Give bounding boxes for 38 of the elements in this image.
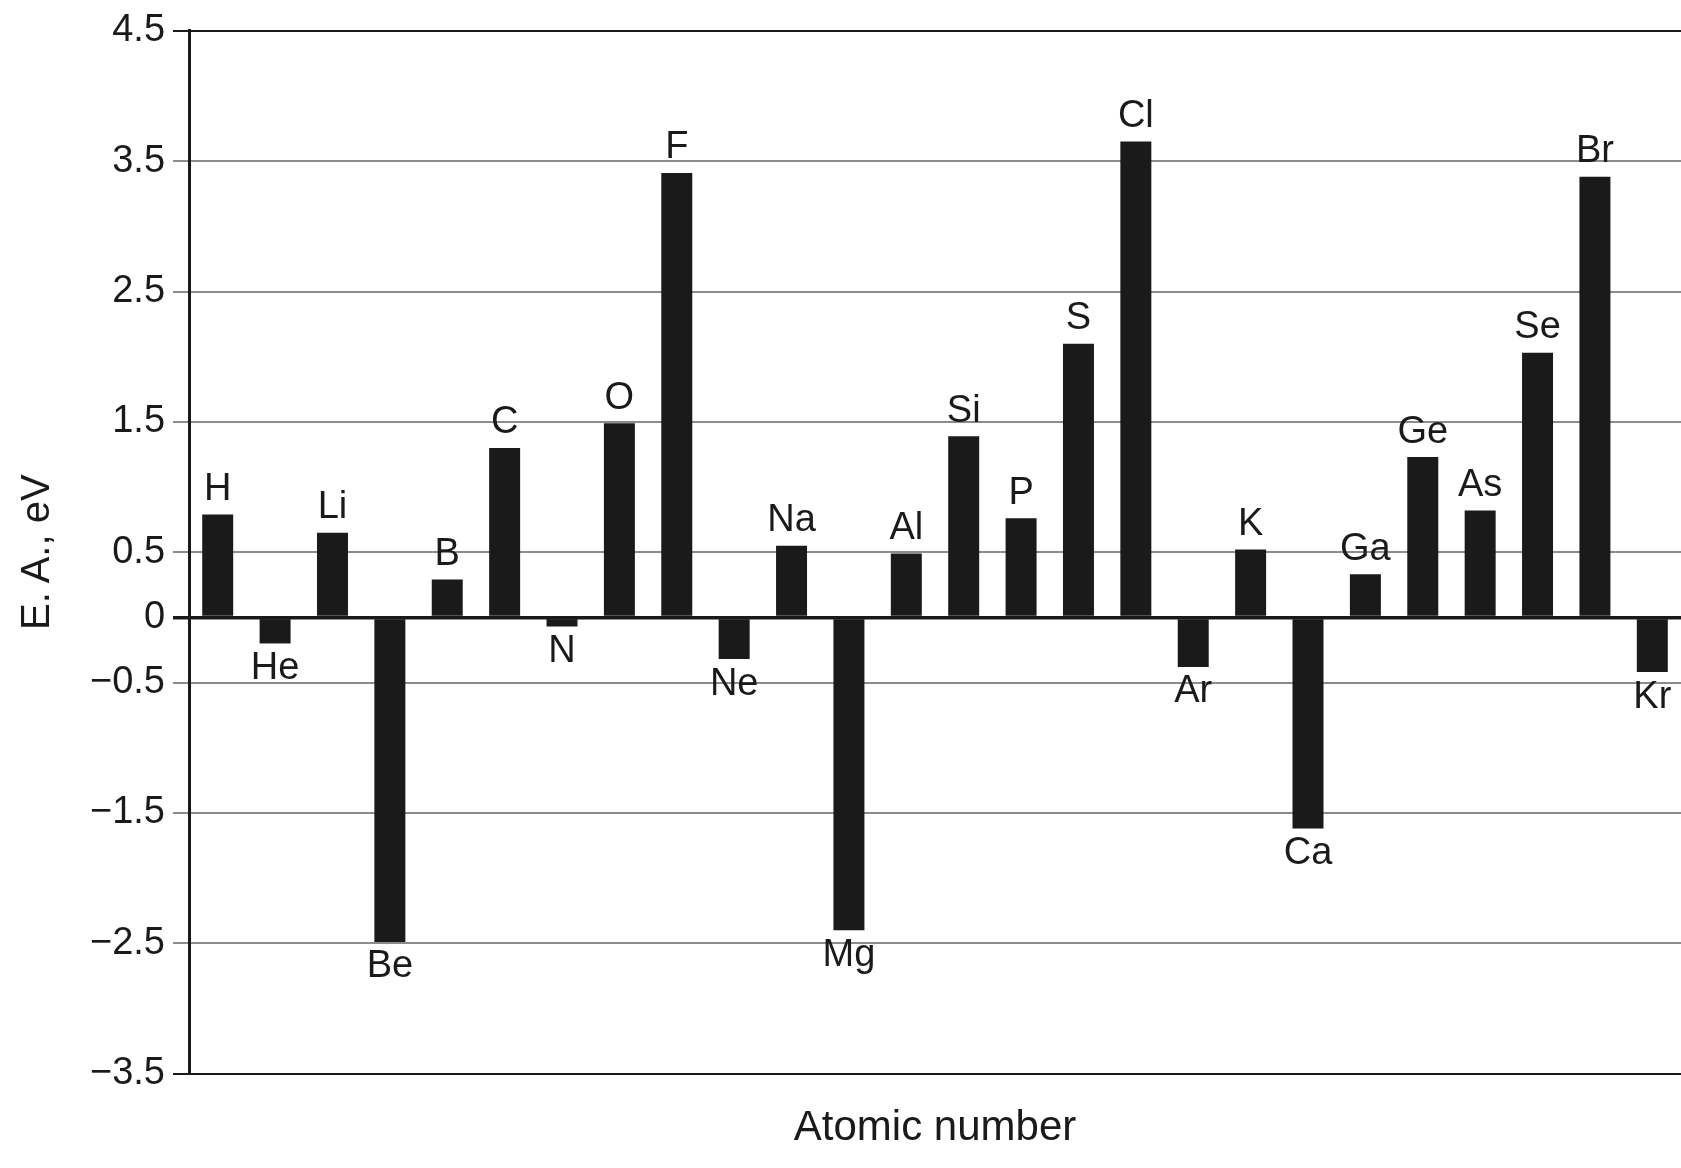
- x-tick-label: Cl: [1117, 93, 1154, 136]
- x-tick-label: Se: [1514, 304, 1561, 347]
- y-tick-label: 4.5: [112, 7, 166, 50]
- x-tick-label: C: [490, 399, 519, 442]
- x-tick-label: K: [1237, 501, 1264, 544]
- x-tick-label: Ca: [1283, 830, 1334, 873]
- y-tick-label: 2.5: [112, 267, 166, 310]
- x-tick-label: Li: [317, 484, 348, 527]
- x-tick-label: Br: [1575, 128, 1615, 171]
- x-tick-label: Si: [946, 387, 981, 430]
- y-tick-label: −2.5: [89, 919, 166, 962]
- x-tick-label: Al: [889, 504, 924, 547]
- x-tick-label: Na: [767, 497, 817, 540]
- x-tick-label: Be: [366, 943, 414, 986]
- x-tick-label: P: [1008, 469, 1034, 512]
- y-tick-label: 3.5: [112, 137, 166, 180]
- x-tick-label: H: [203, 465, 232, 508]
- x-tick-label: Ga: [1340, 525, 1392, 568]
- x-tick-label: Ge: [1397, 408, 1449, 451]
- x-tick-label: Ne: [709, 660, 759, 703]
- x-tick-label: B: [434, 531, 460, 574]
- x-tick-label: O: [604, 374, 635, 417]
- x-tick-label: S: [1065, 295, 1092, 338]
- x-axis-title: Atomic number: [793, 1102, 1077, 1150]
- x-tick-label: As: [1457, 461, 1503, 504]
- y-tick-label: 0: [143, 593, 166, 636]
- x-tick-label: Mg: [822, 931, 876, 974]
- x-tick-label: N: [548, 627, 576, 670]
- x-tick-label: F: [665, 124, 689, 167]
- y-tick-label: −0.5: [89, 659, 166, 702]
- y-tick-label: −1.5: [89, 789, 166, 832]
- y-tick-label: −3.5: [89, 1050, 166, 1093]
- x-tick-label: Ar: [1174, 668, 1213, 711]
- y-tick-label: 0.5: [112, 528, 166, 571]
- y-axis-title: E. A., eV: [13, 474, 58, 631]
- x-tick-label: Kr: [1633, 673, 1672, 716]
- y-tick-label: 1.5: [112, 398, 166, 441]
- x-tick-label: He: [250, 644, 300, 687]
